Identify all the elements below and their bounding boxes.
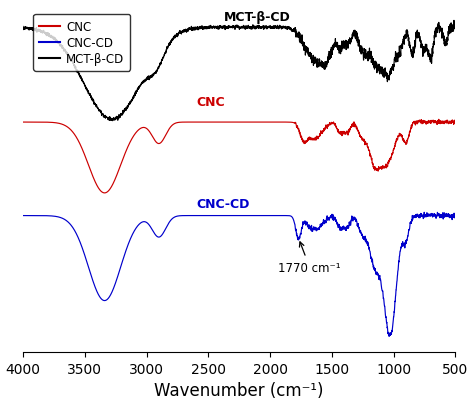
Text: CNC-CD: CNC-CD [196,198,249,211]
Text: CNC: CNC [196,96,225,109]
X-axis label: Wavenumber (cm⁻¹): Wavenumber (cm⁻¹) [155,382,324,399]
Text: MCT-β-CD: MCT-β-CD [224,11,291,24]
Text: 1770 cm⁻¹: 1770 cm⁻¹ [278,242,341,274]
Legend: CNC, CNC-CD, MCT-β-CD: CNC, CNC-CD, MCT-β-CD [33,15,130,71]
